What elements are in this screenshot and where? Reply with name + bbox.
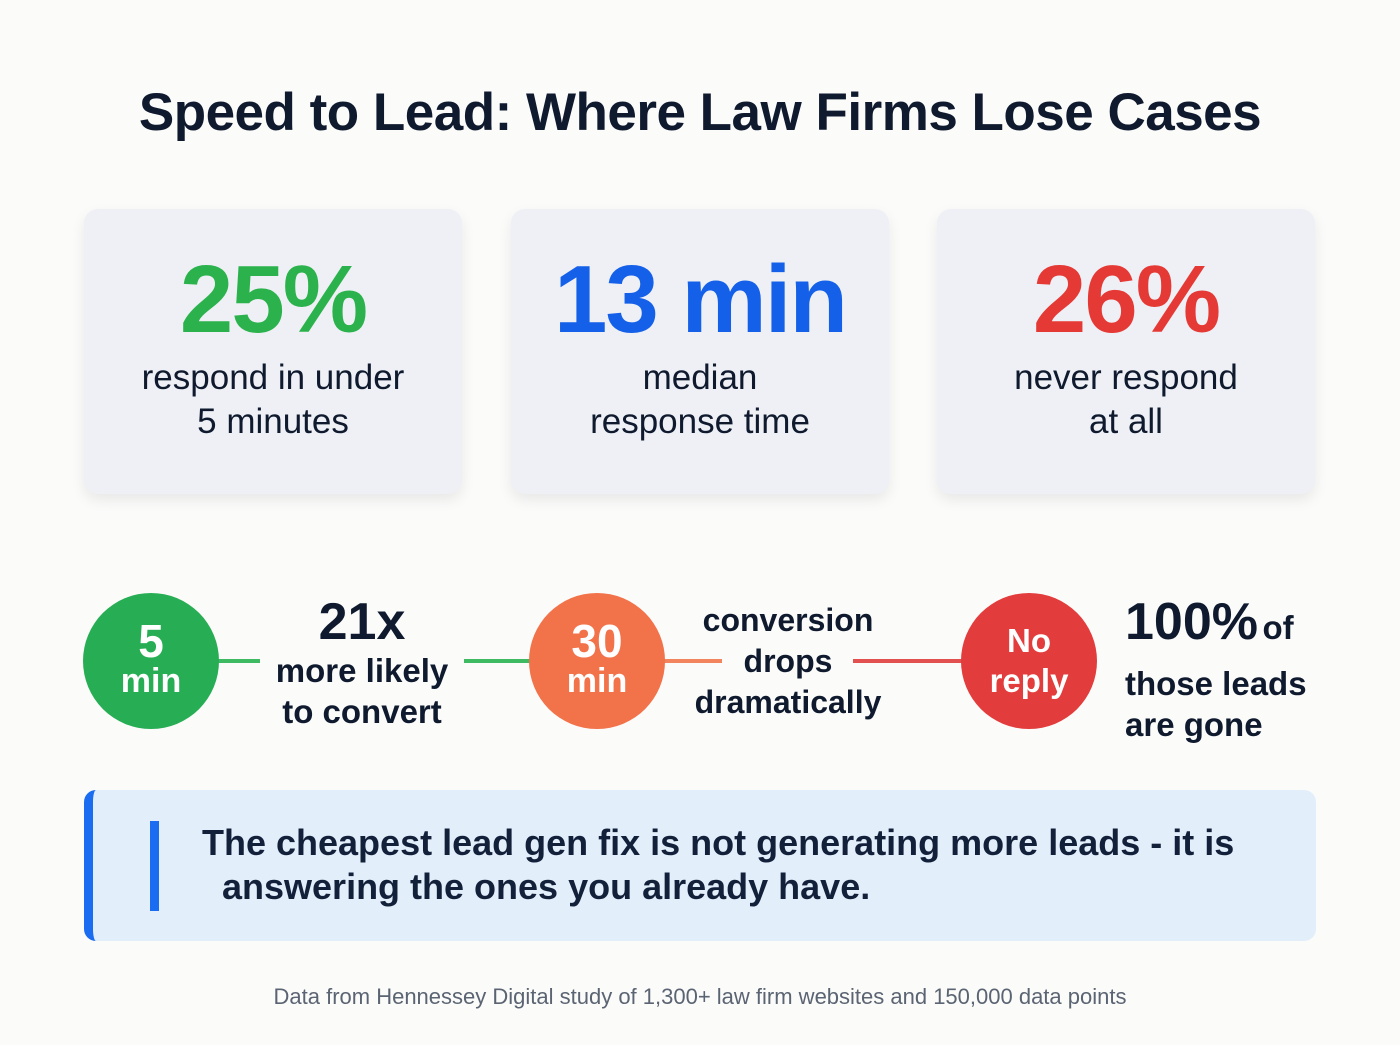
circle-number: 30 [571,615,623,667]
step-line: more likely [275,652,449,689]
connector-line [664,659,722,663]
step2-text: conversion drops dramatically [680,600,896,723]
connector-line [464,659,532,663]
callout-line: answering the ones you already have. [222,866,871,907]
stat-card-median-response [511,209,889,494]
stat-value: 13 min [553,246,848,353]
step-headline-suffix: of [1262,609,1294,646]
step-line: drops [735,641,841,682]
step-headline: 21x [318,593,406,651]
stat-label-line: never respond [1014,358,1238,397]
callout-text: The cheapest lead gen fix is not generat… [202,821,1234,909]
step-line: dramatically [694,684,882,720]
stat-card-under-5-min [84,209,462,494]
stat-label-line: response time [590,402,810,441]
stat-label-line: at all [1089,402,1163,441]
stat-label: respond in under 5 minutes [84,356,462,444]
callout-box [84,790,1316,941]
timeline-circle-30-min: 30 min [529,593,665,729]
stat-label-line: respond in under [141,358,405,397]
quote-bar [150,821,159,911]
step-line: those leads [1125,665,1307,702]
source-footnote: Data from Hennessey Digital study of 1,3… [273,984,1127,1009]
step-headline: 100% [1125,593,1258,651]
step-line: to convert [282,693,442,730]
connector-line [218,659,260,663]
step-line: are gone [1125,706,1263,743]
stat-card-never-respond [937,209,1315,494]
stat-label-line: median [642,358,758,397]
timeline-circle-5-min: 5 min [83,593,219,729]
circle-unit: min [120,662,182,700]
timeline-circle-no-reply: No reply [961,593,1097,729]
stat-label: never respond at all [937,356,1315,444]
stat-value: 25% [179,246,368,353]
circle-number: 5 [138,615,164,667]
circle-label: No [1007,622,1051,659]
circle-label: reply [989,662,1069,699]
stat-label: median response time [511,356,889,444]
page-title: Speed to Lead: Where Law Firms Lose Case… [138,83,1262,142]
step-line: conversion [702,602,874,638]
stat-value: 26% [1032,246,1221,353]
connector-line [853,659,965,663]
circle-unit: min [566,662,628,700]
step1-text: 21x more likely to convert [260,594,464,732]
callout-line: The cheapest lead gen fix is not generat… [202,822,1235,863]
stat-label-line: 5 minutes [197,402,349,441]
step3-text: 100% of those leads are gone [1125,594,1307,745]
